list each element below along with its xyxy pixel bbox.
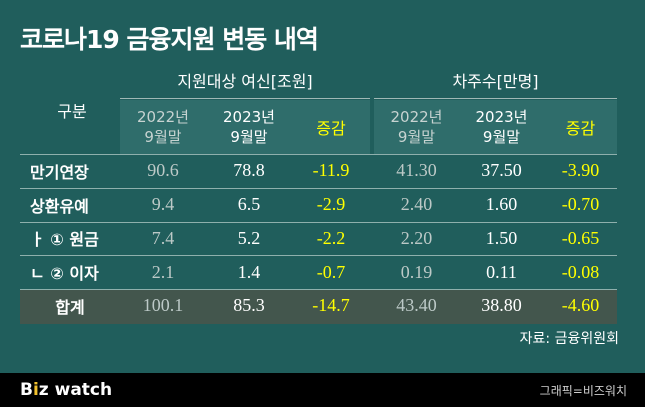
table-cell: 1.4 bbox=[237, 261, 261, 282]
subheader-2022-loans: 2022년 9월말 bbox=[120, 100, 206, 154]
row-label-header: 구분 bbox=[57, 102, 87, 121]
table-cell: -2.9 bbox=[316, 194, 346, 215]
subheader-month: 9월말 bbox=[397, 128, 436, 146]
row-divider bbox=[20, 289, 617, 290]
table-cell: -4.60 bbox=[561, 295, 600, 316]
table-cell: -0.7 bbox=[316, 261, 346, 282]
logo-part: watch bbox=[48, 380, 113, 400]
table-cell: -0.70 bbox=[561, 194, 600, 215]
subheader-2023-loans: 2023년 9월말 bbox=[206, 100, 292, 154]
row-divider bbox=[20, 255, 617, 257]
table-cell: 5.2 bbox=[237, 227, 261, 248]
table-cell: -3.90 bbox=[561, 160, 600, 181]
table-cell: -0.65 bbox=[561, 227, 600, 248]
table-cell: 1.50 bbox=[485, 227, 518, 248]
table-cell: 78.8 bbox=[233, 160, 265, 181]
subheader-change-borrowers: 증감 bbox=[565, 119, 596, 138]
row-divider bbox=[20, 187, 617, 189]
table-cell: 2.40 bbox=[400, 194, 433, 215]
table-cell: 7.4 bbox=[151, 227, 175, 248]
bizwatch-logo: Biz watch bbox=[20, 380, 112, 400]
table-cell: 43.40 bbox=[396, 295, 437, 316]
table-cell: 90.6 bbox=[147, 160, 179, 181]
group-header-borrowers: 차주수[만명] bbox=[374, 66, 617, 99]
row-label: 합계 bbox=[55, 297, 85, 317]
table-cell: 100.1 bbox=[142, 295, 184, 316]
group-header-loans: 지원대상 여신[조원] bbox=[120, 66, 370, 99]
source-note: 자료: 금융위원회 bbox=[519, 331, 619, 347]
header-divider bbox=[20, 154, 617, 155]
table-cell: 0.11 bbox=[486, 261, 517, 282]
table-cell: -0.08 bbox=[561, 261, 600, 282]
subheader-2022-borrowers: 2022년 9월말 bbox=[374, 100, 459, 154]
subheader-bg-right bbox=[374, 100, 617, 154]
table-cell: 9.4 bbox=[151, 194, 175, 215]
logo-part: B bbox=[20, 380, 33, 400]
logo-part: z bbox=[38, 380, 49, 400]
table-cell: -11.9 bbox=[312, 160, 350, 181]
footer-bar bbox=[0, 373, 645, 407]
table-cell: 6.5 bbox=[237, 194, 261, 215]
subheader-change-loans: 증감 bbox=[316, 119, 346, 138]
total-row-bg bbox=[20, 289, 617, 324]
table-cell: -14.7 bbox=[312, 295, 350, 316]
subheader-2023-borrowers: 2023년 9월말 bbox=[459, 100, 544, 154]
row-label: ㄴ ② 이자 bbox=[30, 264, 99, 284]
subheader-year: 2022년 bbox=[390, 108, 443, 126]
subheader-bg-left bbox=[120, 100, 370, 154]
subheader-year: 2022년 bbox=[137, 108, 189, 126]
row-label: 상환유예 bbox=[30, 196, 89, 216]
table-cell: -2.2 bbox=[316, 227, 346, 248]
row-divider bbox=[20, 221, 617, 223]
table-cell: 0.19 bbox=[400, 261, 433, 282]
subheader-month: 9월말 bbox=[482, 128, 521, 146]
logo-part: i bbox=[32, 380, 39, 400]
subheader-month: 9월말 bbox=[230, 128, 268, 146]
table-cell: 41.30 bbox=[396, 160, 437, 181]
table-cell: 2.20 bbox=[400, 227, 433, 248]
subheader-year: 2023년 bbox=[223, 108, 275, 126]
table-cell: 2.1 bbox=[151, 261, 175, 282]
subheader-month: 9월말 bbox=[144, 128, 182, 146]
graphic-credit: 그래픽=비즈워치 bbox=[539, 384, 627, 398]
row-label: ㅏ ① 원금 bbox=[30, 230, 99, 250]
row-label: 만기연장 bbox=[30, 162, 89, 182]
page-title: 코로나19 금융지원 변동 내역 bbox=[20, 25, 319, 54]
subheader-year: 2023년 bbox=[475, 108, 528, 126]
table-cell: 85.3 bbox=[233, 295, 265, 316]
table-cell: 38.80 bbox=[481, 295, 522, 316]
table-cell: 37.50 bbox=[481, 160, 522, 181]
table-cell: 1.60 bbox=[485, 194, 518, 215]
